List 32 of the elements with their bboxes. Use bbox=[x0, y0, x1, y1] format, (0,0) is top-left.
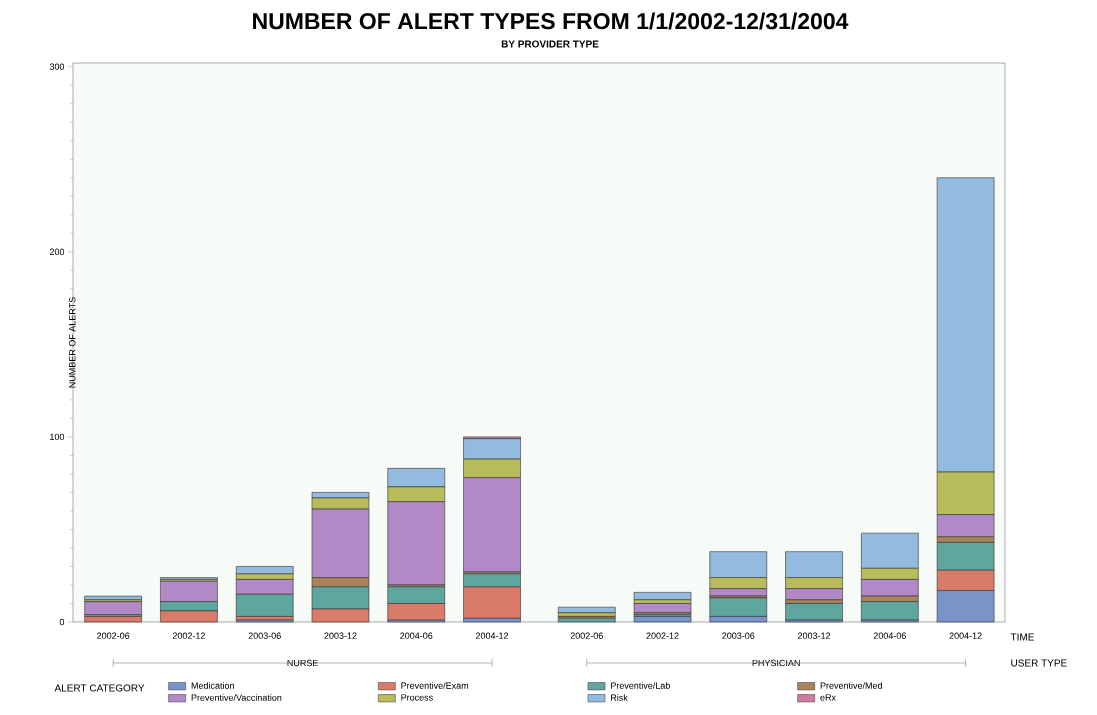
legend-label: Preventive/Vaccination bbox=[191, 694, 282, 701]
x-tick-label: 2003-06 bbox=[722, 632, 755, 639]
y-tick-label: 100 bbox=[50, 433, 65, 441]
y-axis-title: NUMBER OF ALERTS bbox=[69, 297, 76, 388]
text: PHYSICIAN bbox=[752, 659, 800, 667]
x-axis-title: TIME bbox=[1010, 633, 1035, 641]
x-tick-label: 2002-12 bbox=[172, 632, 205, 639]
y-tick-label: 300 bbox=[49, 63, 65, 70]
legend-label: Medication bbox=[191, 682, 234, 689]
legend-label: Preventive/Exam bbox=[401, 682, 469, 689]
legend-label: Preventive/Med bbox=[820, 682, 882, 689]
x-tick-label: 2004-06 bbox=[400, 632, 433, 639]
y-tick-label: 0 bbox=[59, 618, 65, 626]
y-tick-label: 200 bbox=[49, 248, 65, 255]
x-tick-label: 2004-06 bbox=[873, 632, 906, 639]
x-tick-label: 2003-12 bbox=[324, 632, 357, 639]
x-tick-label: 2003-06 bbox=[248, 632, 281, 639]
x-tick-label: 2004-12 bbox=[475, 632, 509, 639]
text: USER TYPE bbox=[1011, 659, 1067, 667]
x-tick-label: 2003-12 bbox=[798, 632, 831, 639]
legend-label: Process bbox=[401, 694, 433, 701]
chart-title: NUMBER OF ALERT TYPES FROM 1/1/2002-12/31/2004 bbox=[253, 12, 849, 30]
x-tick-label: 2002-06 bbox=[97, 632, 130, 639]
legend-label: eRx bbox=[820, 694, 836, 701]
x-tick-label: 2002-12 bbox=[646, 632, 679, 639]
legend-label: Risk bbox=[611, 694, 628, 701]
legend-label: Preventive/Lab bbox=[611, 682, 670, 689]
x-tick-label: 2004-12 bbox=[949, 632, 982, 639]
chart-subtitle: BY PROVIDER TYPE bbox=[501, 40, 599, 48]
legend-title: ALERT CATEGORY bbox=[54, 684, 145, 692]
text: NURSE bbox=[287, 659, 318, 667]
x-tick-label: 2002-06 bbox=[570, 632, 603, 639]
